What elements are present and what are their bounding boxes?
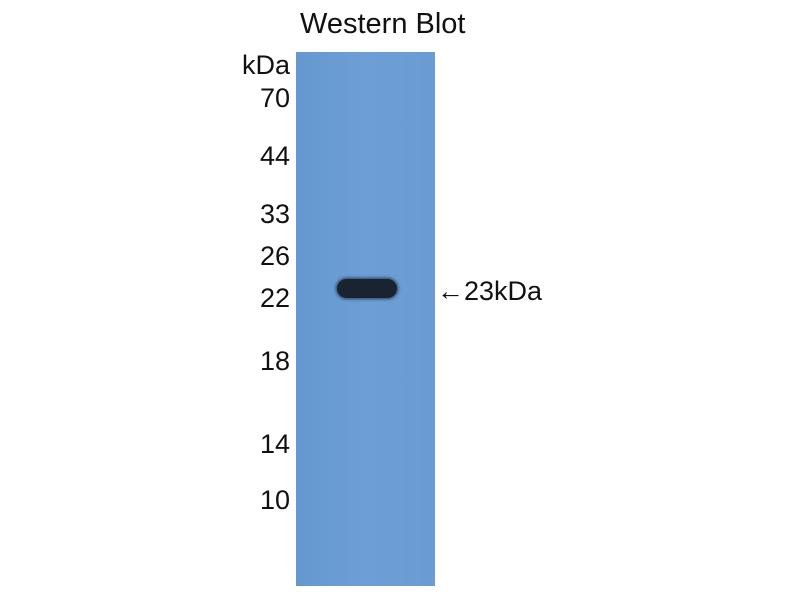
marker-label: 10 [259, 485, 290, 515]
marker-label: 70 [259, 83, 290, 113]
marker-label: 14 [259, 429, 290, 459]
unit-label: kDa [241, 50, 290, 80]
marker-label: 26 [259, 241, 290, 271]
marker-label: 44 [259, 141, 290, 171]
protein-band [337, 279, 397, 298]
blot-membrane [296, 52, 435, 586]
band-annotation: ←23kDa [437, 276, 543, 306]
marker-label: 22 [259, 283, 290, 313]
blot-title: Western Blot [300, 8, 466, 40]
marker-label: 33 [259, 199, 290, 229]
marker-label: 18 [259, 346, 290, 376]
